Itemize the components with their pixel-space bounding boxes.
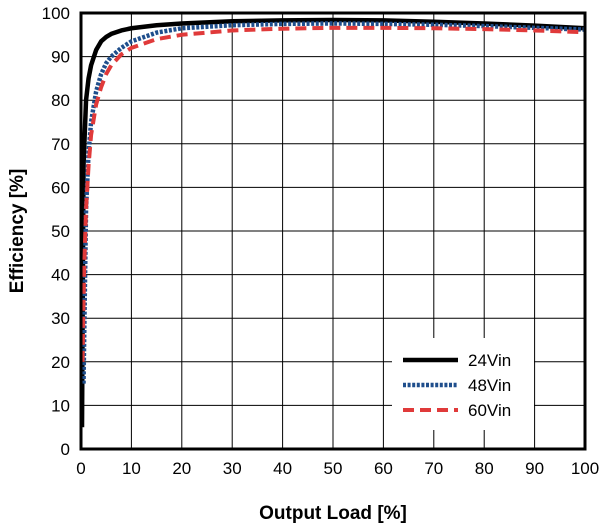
x-tick-label: 60 <box>374 459 393 478</box>
legend-label-24vin: 24Vin <box>468 351 511 370</box>
y-tick-label: 50 <box>51 222 70 241</box>
y-tick-label: 40 <box>51 266 70 285</box>
y-axis-title: Efficiency [%] <box>7 169 28 294</box>
y-tick-label: 10 <box>51 396 70 415</box>
y-tick-label: 30 <box>51 309 70 328</box>
series-line-60vin <box>80 25 586 362</box>
x-tick-label: 20 <box>172 459 191 478</box>
x-tick-label: 70 <box>424 459 443 478</box>
x-axis-title: Output Load [%] <box>259 503 407 524</box>
legend-label-60vin: 60Vin <box>468 401 511 420</box>
x-tick-label: 50 <box>324 459 343 478</box>
y-tick-label: 70 <box>51 135 70 154</box>
legend-box <box>392 338 534 430</box>
series-line-48vin <box>81 21 586 384</box>
series-line-24vin <box>79 17 586 428</box>
x-tick-label: 40 <box>273 459 292 478</box>
series-group <box>79 17 586 428</box>
x-tick-label: 90 <box>525 459 544 478</box>
x-tick-labels: 0 10 20 30 40 50 60 70 80 90 100 <box>76 459 599 478</box>
y-tick-label: 0 <box>61 440 70 459</box>
x-tick-label: 10 <box>122 459 141 478</box>
y-tick-label: 20 <box>51 353 70 372</box>
y-tick-label: 60 <box>51 178 70 197</box>
y-tick-label: 80 <box>51 91 70 110</box>
plot-frame <box>79 11 587 451</box>
legend-label-48vin: 48Vin <box>468 376 511 395</box>
y-tick-label: 100 <box>42 4 70 23</box>
y-tick-label: 90 <box>51 48 70 67</box>
y-tick-labels: 0 10 20 30 40 50 60 70 80 90 100 <box>42 4 70 459</box>
x-tick-label: 100 <box>571 459 599 478</box>
x-tick-label: 0 <box>76 459 85 478</box>
legend: 24Vin 48Vin 60Vin <box>392 338 534 430</box>
x-tick-label: 30 <box>223 459 242 478</box>
x-tick-label: 80 <box>475 459 494 478</box>
